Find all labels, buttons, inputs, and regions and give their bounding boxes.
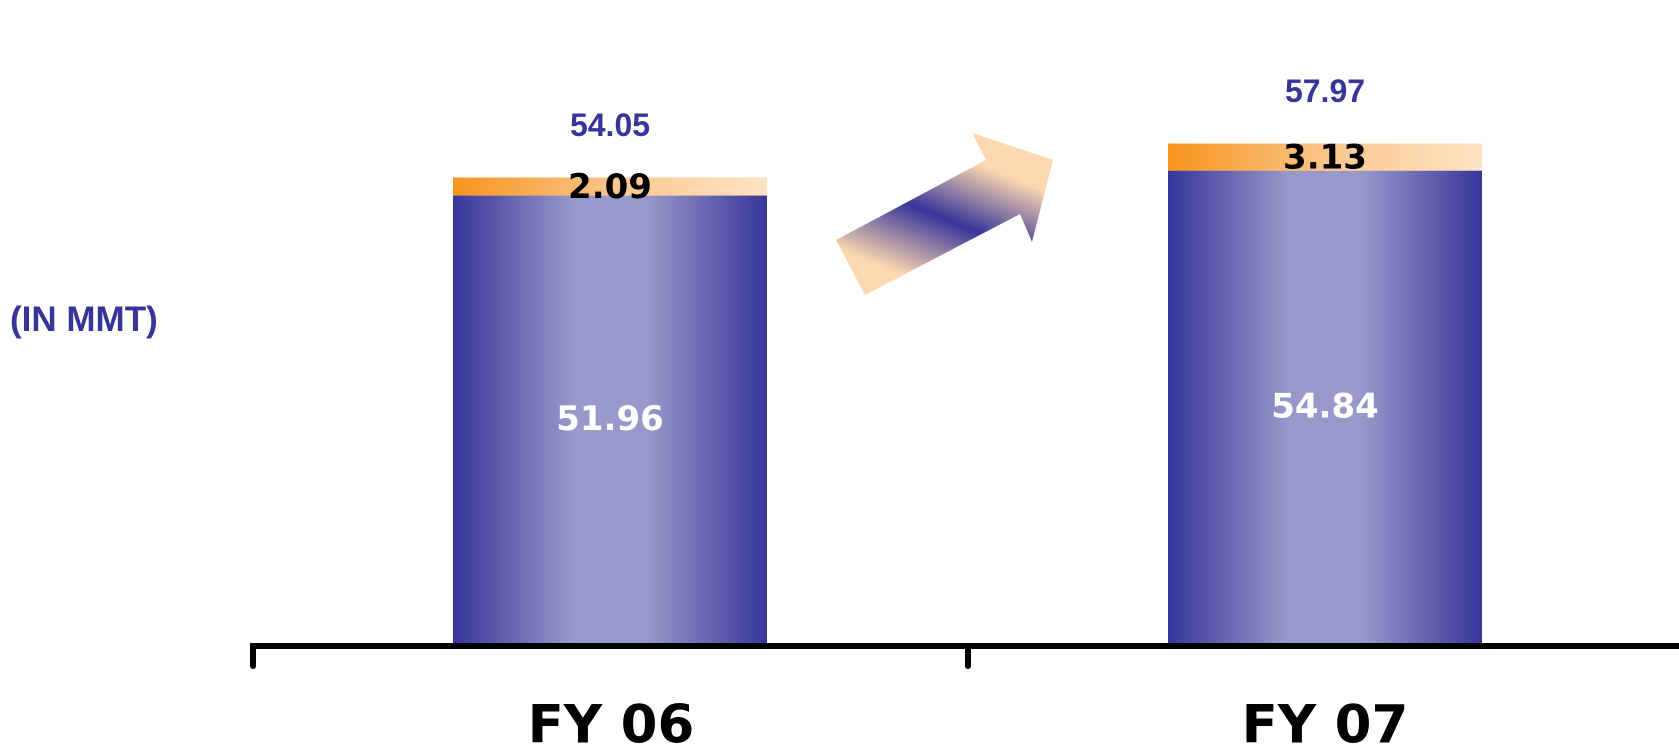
- bar-top-1: [453, 177, 767, 196]
- bar-base-1: [453, 195, 767, 645]
- total-value-label-1: 54.05: [570, 107, 650, 143]
- bar-top-2: [1168, 143, 1482, 171]
- top-value-label-2: 3.13: [1283, 138, 1367, 178]
- base-value-label-1: 51.96: [556, 399, 664, 439]
- unit-label: (IN MMT): [10, 300, 158, 339]
- base-value-label-2: 54.84: [1271, 386, 1379, 426]
- category-label-2: FY 07: [1242, 695, 1409, 753]
- total-value-label-2: 57.97: [1285, 73, 1365, 109]
- bar-base-2: [1168, 170, 1482, 645]
- top-value-label-1: 2.09: [568, 167, 652, 207]
- up-right-arrow-icon: [836, 133, 1053, 295]
- category-label-1: FY 06: [528, 695, 695, 753]
